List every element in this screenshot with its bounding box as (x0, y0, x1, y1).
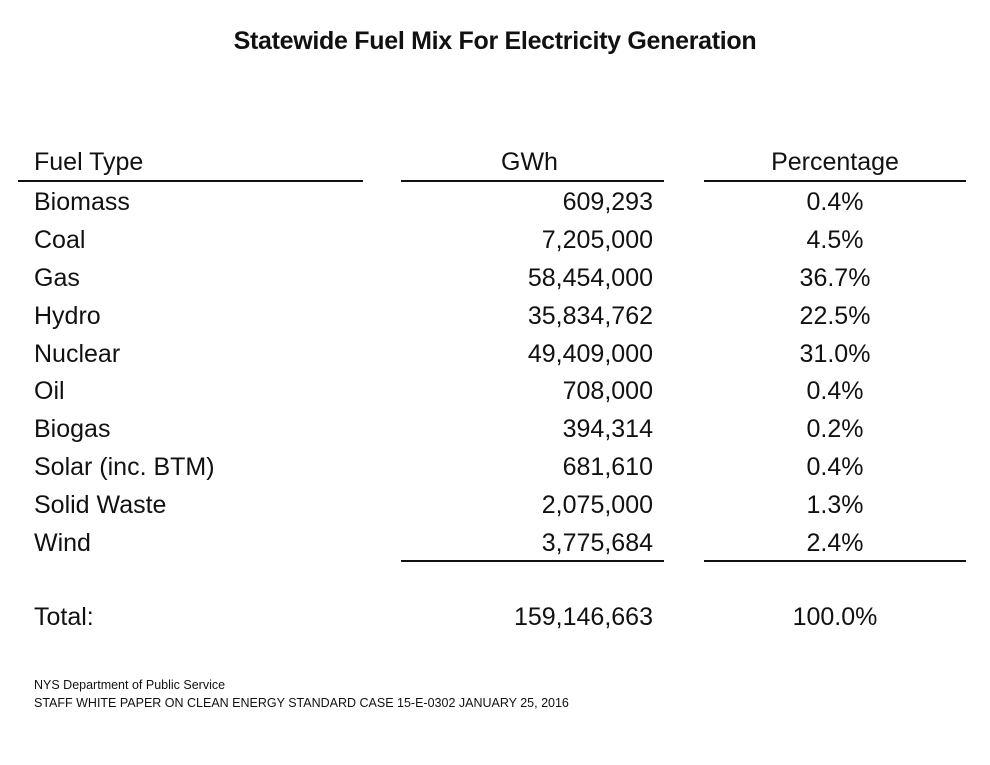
gwh-cell: 35,834,762 (527, 301, 653, 330)
gwh-cell: 708,000 (562, 377, 653, 406)
total-divider-percentage (704, 560, 966, 562)
gwh-cell: 681,610 (562, 453, 653, 482)
fuel-mix-table: Biomass 609,293 0.4% Coal 7,205,000 4.5%… (0, 185, 990, 564)
header-divider-fuel (18, 180, 363, 182)
table-row: Biogas 394,314 0.2% (0, 412, 990, 450)
source-organization: NYS Department of Public Service (34, 678, 226, 692)
percentage-cell: 4.5% (806, 225, 864, 254)
percentage-cell: 22.5% (799, 301, 871, 330)
percentage-cell: 0.4% (806, 188, 864, 216)
gwh-cell: 609,293 (562, 188, 653, 216)
table-row: Oil 708,000 0.4% (0, 374, 990, 412)
fuel-type-cell: Solid Waste (34, 491, 167, 520)
gwh-cell: 49,409,000 (527, 339, 653, 368)
fuel-type-cell: Wind (34, 529, 91, 558)
table-row: Hydro 35,834,762 22.5% (0, 299, 990, 337)
percentage-cell: 0.2% (806, 415, 864, 444)
column-header-percentage: Percentage (771, 148, 899, 176)
header-divider-gwh (401, 180, 664, 182)
total-percentage: 100.0% (792, 603, 878, 631)
table-row: Coal 7,205,000 4.5% (0, 223, 990, 261)
source-citation: STAFF WHITE PAPER ON CLEAN ENERGY STANDA… (34, 696, 569, 710)
fuel-type-cell: Biomass (34, 188, 130, 216)
gwh-cell: 7,205,000 (541, 225, 653, 254)
percentage-cell: 36.7% (799, 263, 871, 292)
table-row: Nuclear 49,409,000 31.0% (0, 337, 990, 375)
percentage-cell: 0.4% (806, 377, 864, 406)
table-row: Solid Waste 2,075,000 1.3% (0, 488, 990, 526)
fuel-type-cell: Gas (34, 263, 80, 292)
gwh-cell: 2,075,000 (541, 491, 653, 520)
percentage-cell: 0.4% (806, 453, 864, 482)
fuel-type-cell: Hydro (34, 301, 101, 330)
header-divider-percentage (704, 180, 966, 182)
percentage-cell: 31.0% (799, 339, 871, 368)
table-row: Biomass 609,293 0.4% (0, 185, 990, 223)
fuel-type-cell: Nuclear (34, 339, 121, 368)
total-label: Total: (34, 603, 94, 631)
fuel-type-cell: Solar (inc. BTM) (34, 453, 215, 482)
fuel-type-cell: Oil (34, 377, 65, 406)
total-gwh: 159,146,663 (513, 603, 653, 631)
total-divider-gwh (401, 560, 664, 562)
column-header-gwh: GWh (501, 148, 558, 176)
percentage-cell: 1.3% (806, 491, 864, 520)
column-header-fuel-type: Fuel Type (34, 148, 144, 176)
page-title: Statewide Fuel Mix For Electricity Gener… (233, 27, 757, 55)
table-row: Wind 3,775,684 2.4% (0, 526, 990, 564)
gwh-cell: 3,775,684 (541, 529, 653, 558)
fuel-type-cell: Biogas (34, 415, 111, 444)
percentage-cell: 2.4% (806, 529, 864, 558)
gwh-cell: 58,454,000 (527, 263, 653, 292)
table-row: Gas 58,454,000 36.7% (0, 261, 990, 299)
fuel-type-cell: Coal (34, 225, 86, 254)
table-row: Solar (inc. BTM) 681,610 0.4% (0, 450, 990, 488)
gwh-cell: 394,314 (562, 415, 653, 444)
total-row: Total: 159,146,663 100.0% (0, 600, 990, 634)
